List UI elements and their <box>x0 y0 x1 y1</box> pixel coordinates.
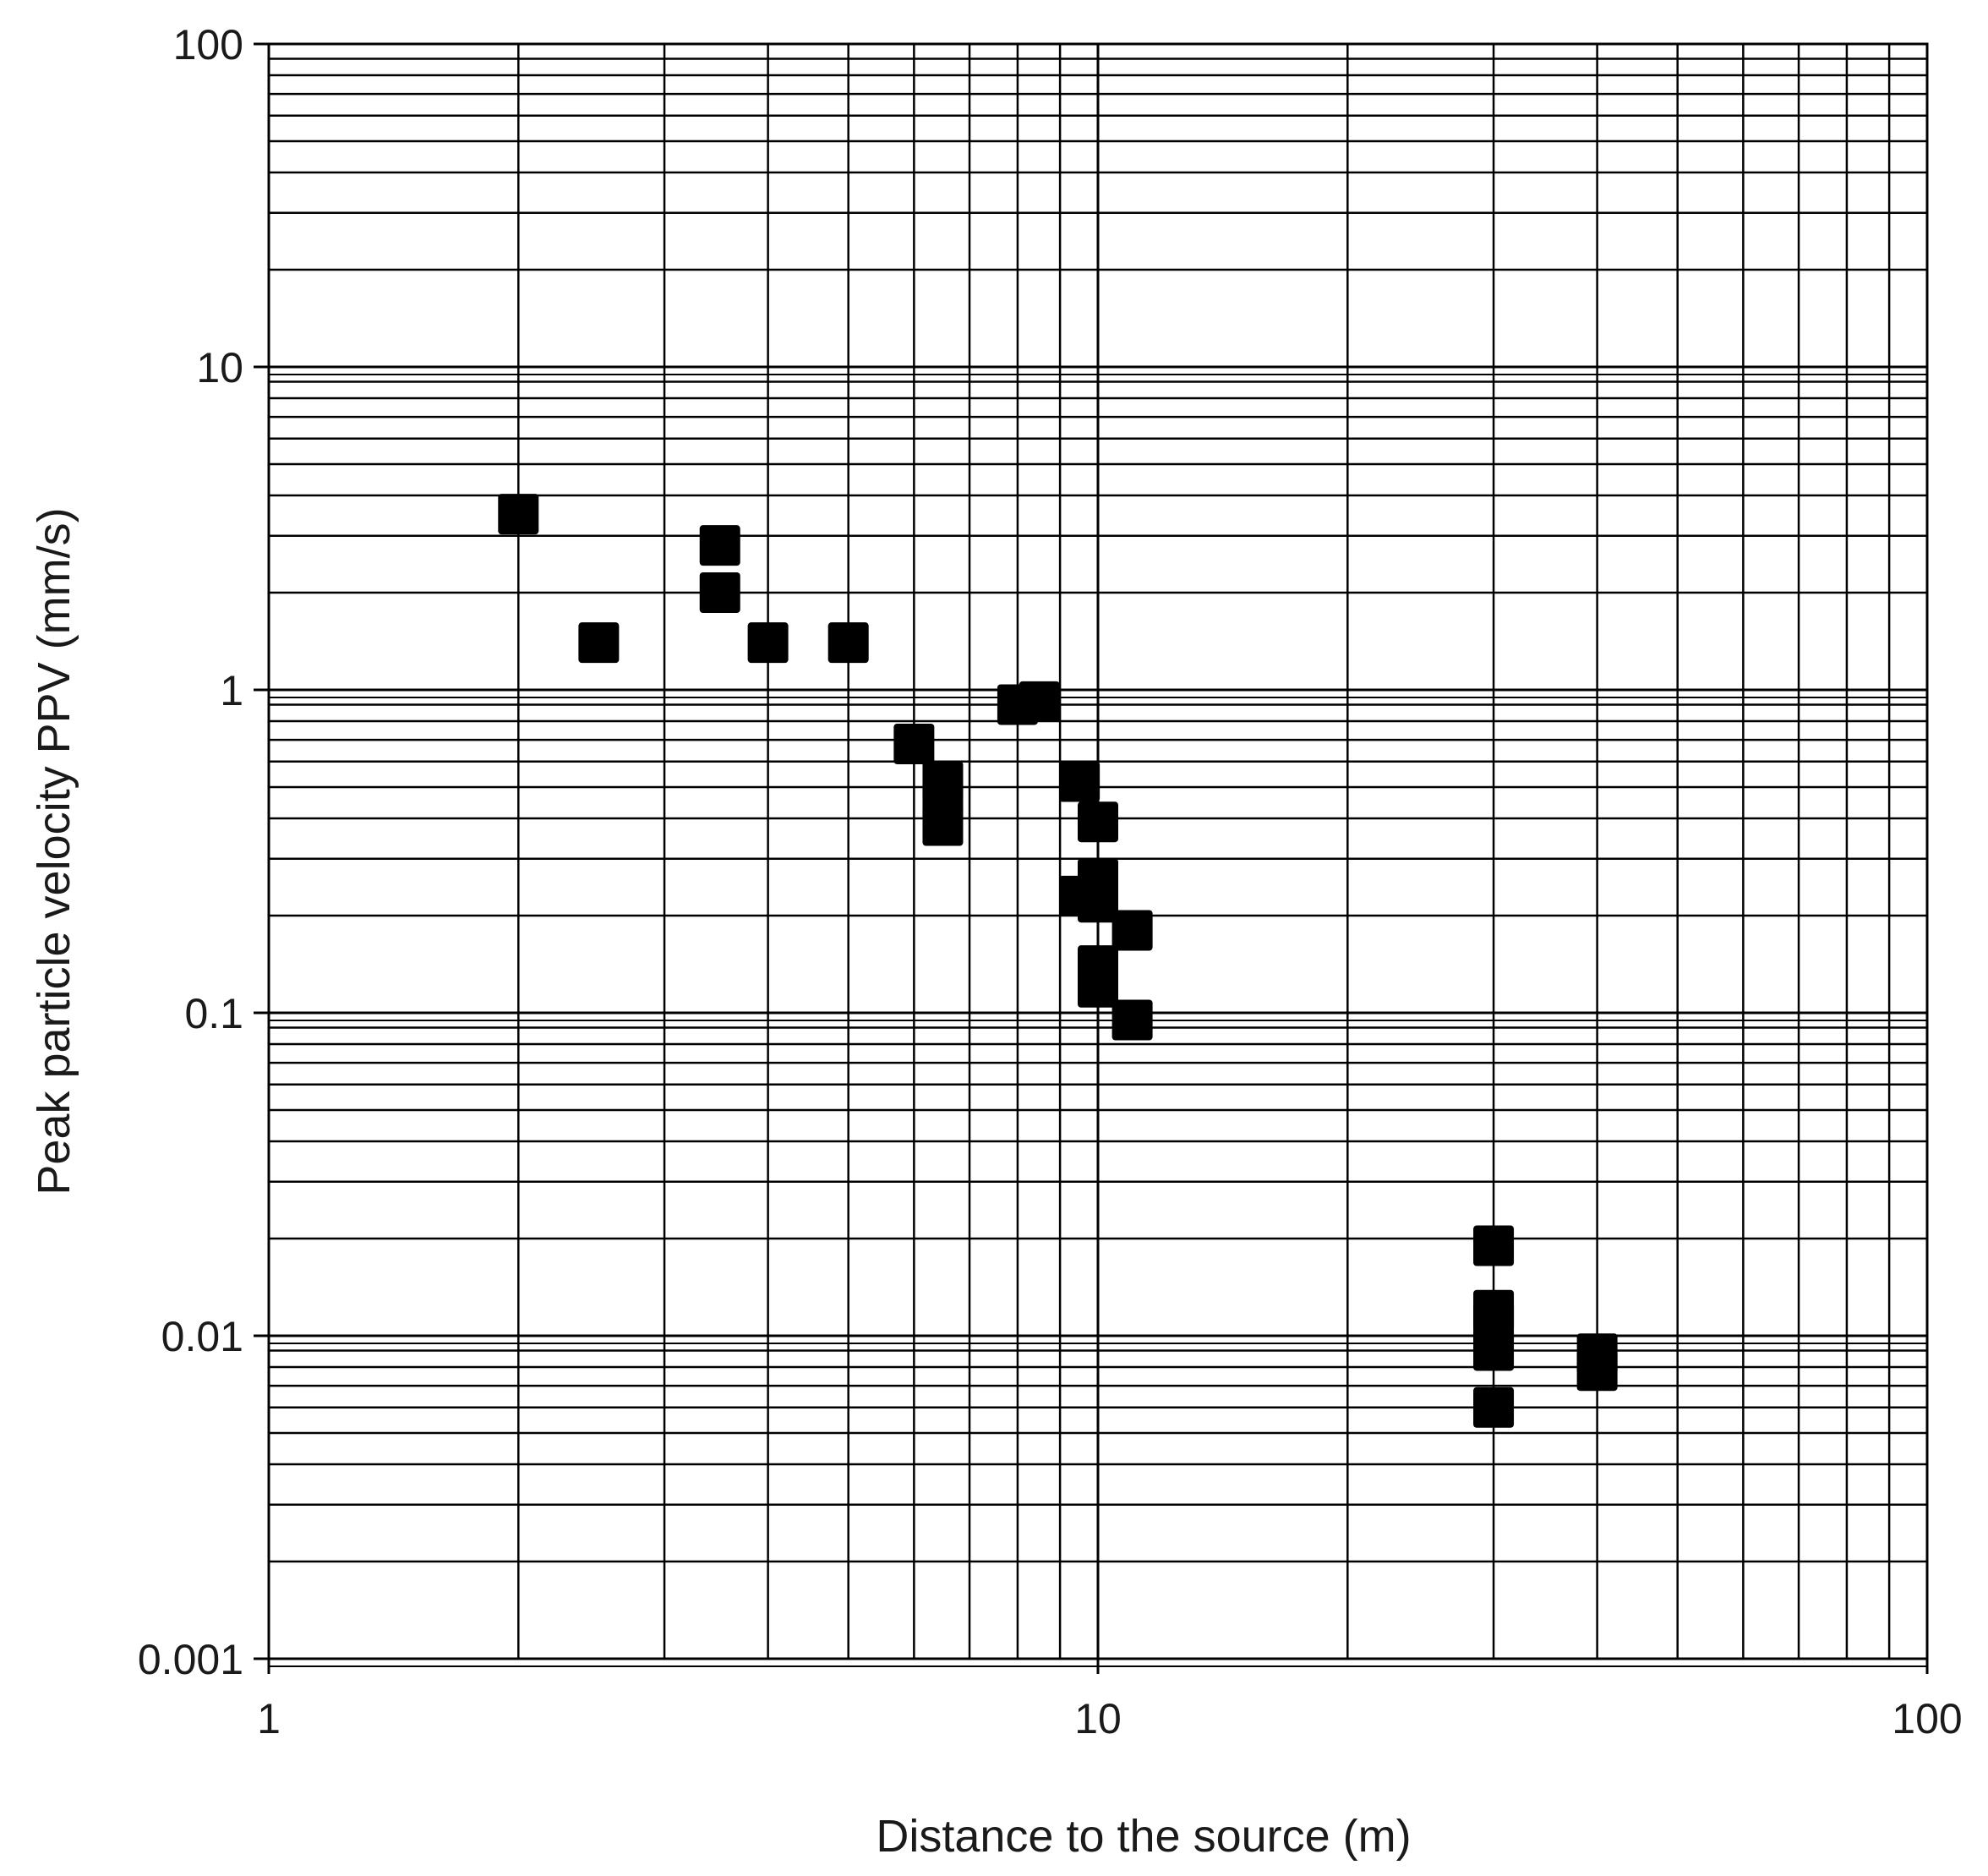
data-point <box>578 622 620 664</box>
data-point <box>1111 910 1153 951</box>
data-point <box>1078 801 1118 843</box>
data-point <box>827 622 869 664</box>
grid <box>267 44 1927 1667</box>
data-point <box>1078 966 1118 1008</box>
data-point <box>1473 1225 1515 1266</box>
x-tick-label: 10 <box>1074 1695 1122 1742</box>
y-tick-label: 0.001 <box>138 1636 243 1683</box>
data-point <box>1473 1386 1515 1428</box>
data-point <box>699 525 740 566</box>
data-point <box>893 723 935 764</box>
y-tick-label: 0.1 <box>184 990 243 1037</box>
data-points <box>498 494 1618 1428</box>
tick-marks <box>254 42 1929 1674</box>
x-axis-title: Distance to the source (m) <box>876 1811 1411 1862</box>
data-point <box>699 572 740 614</box>
data-point <box>1059 761 1100 802</box>
y-tick-label: 1 <box>220 667 243 714</box>
data-point <box>1111 999 1153 1041</box>
data-point <box>1576 1350 1618 1392</box>
data-point <box>747 622 789 664</box>
y-tick-label: 0.01 <box>161 1313 243 1360</box>
y-tick-label: 10 <box>196 344 243 391</box>
data-point <box>1473 1330 1515 1371</box>
data-point <box>1078 882 1118 923</box>
y-axis-tick-labels: 0.001 0.01 0.1 1 10 100 <box>138 21 243 1683</box>
x-tick-label: 1 <box>257 1695 281 1742</box>
x-axis-tick-labels: 1 10 100 <box>257 1695 1963 1742</box>
x-tick-label: 100 <box>1892 1695 1962 1742</box>
data-point <box>498 494 539 535</box>
y-axis-title: Peak particle velocity PPV (mm/s) <box>29 507 79 1195</box>
data-point <box>922 805 964 846</box>
data-point <box>1019 681 1060 722</box>
y-tick-label: 100 <box>173 21 243 68</box>
